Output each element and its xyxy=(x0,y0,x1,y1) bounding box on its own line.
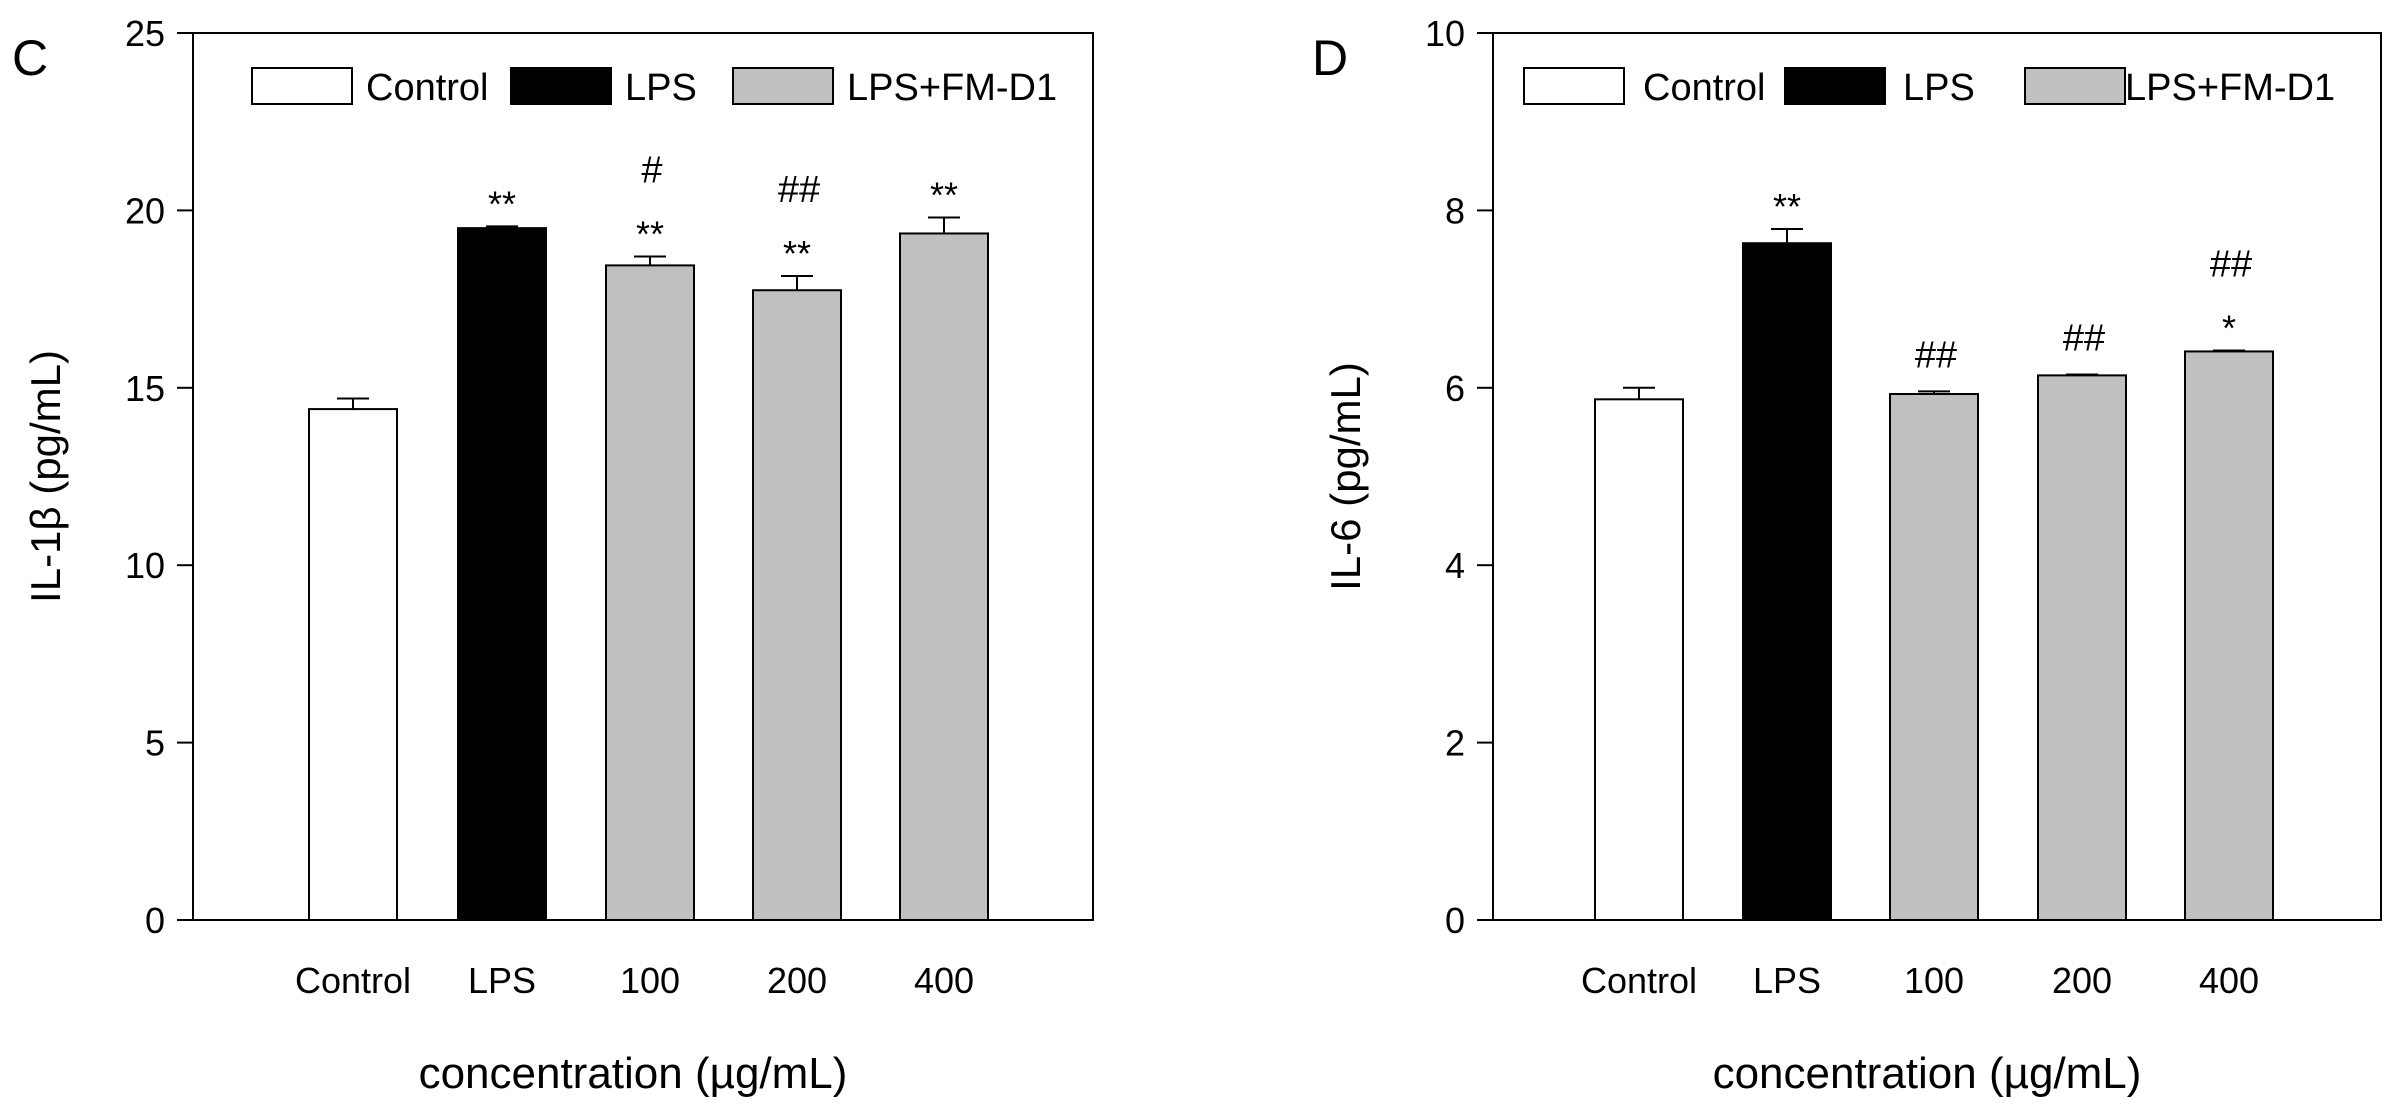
y-tick-label: 2 xyxy=(1445,723,1465,764)
legend-label: Control xyxy=(366,67,489,109)
significance-mark: # xyxy=(641,150,662,192)
bar-200 xyxy=(752,289,842,922)
x-tick-label: 200 xyxy=(767,960,827,1001)
x-tick-label: 100 xyxy=(1904,960,1964,1001)
legend-label: LPS xyxy=(625,67,697,109)
y-axis-label: IL-6 (pg/mL) xyxy=(1322,362,1369,591)
y-tick-label: 10 xyxy=(1425,13,1465,54)
legend-swatch-0 xyxy=(1523,67,1625,105)
legend-label: LPS xyxy=(1903,67,1975,109)
legend-swatch-2 xyxy=(2024,67,2126,105)
significance-mark: ** xyxy=(1773,186,1801,227)
significance-mark: * xyxy=(2222,308,2236,349)
y-tick-label: 10 xyxy=(125,545,165,586)
y-tick-label: 0 xyxy=(1445,900,1465,941)
x-tick-label: LPS xyxy=(1753,960,1821,1001)
legend-swatch-1 xyxy=(1784,67,1886,105)
y-tick-label: 15 xyxy=(125,368,165,409)
x-tick-label: 200 xyxy=(2052,960,2112,1001)
y-tick-label: 20 xyxy=(125,190,165,231)
y-tick-label: 6 xyxy=(1445,368,1465,409)
significance-mark: ** xyxy=(488,183,516,224)
x-axis-label: concentration (µg/mL) xyxy=(419,1049,848,1098)
y-tick-label: 8 xyxy=(1445,190,1465,231)
significance-mark: ** xyxy=(636,214,664,255)
bar-lps xyxy=(457,227,547,921)
bar-control xyxy=(308,408,398,921)
bar-100 xyxy=(605,264,695,922)
legend-label: LPS+FM-D1 xyxy=(847,67,1057,109)
panel-label: D xyxy=(1312,30,1348,86)
x-tick-label: LPS xyxy=(468,960,536,1001)
chart-panel-c: C 0 5 10 15 20 25 IL-1β (pg/mL) concentration (µ… xyxy=(12,13,1094,1098)
x-tick-label: 400 xyxy=(914,960,974,1001)
significance-mark: ** xyxy=(930,174,958,215)
panel-label: C xyxy=(12,30,48,86)
y-tick-label: 25 xyxy=(125,13,165,54)
significance-mark: ** xyxy=(783,233,811,274)
y-tick-label: 4 xyxy=(1445,545,1465,586)
y-tick-label: 5 xyxy=(145,723,165,764)
legend-swatch-2 xyxy=(732,67,834,105)
bar-control xyxy=(1594,398,1684,921)
chart-panel-d: D 0 2 4 6 8 10 IL-6 (pg/mL) concentration (µg/mL… xyxy=(1312,13,2382,1098)
x-tick-label: 400 xyxy=(2199,960,2259,1001)
bar-lps xyxy=(1742,242,1832,921)
significance-mark: ## xyxy=(2063,317,2105,359)
legend-label: LPS+FM-D1 xyxy=(2125,67,2335,109)
significance-mark: ## xyxy=(1915,334,1957,376)
bar-400 xyxy=(2184,350,2274,922)
legend-swatch-1 xyxy=(510,67,612,105)
bar-200 xyxy=(2037,374,2127,921)
x-tick-label: Control xyxy=(295,960,411,1001)
x-tick-label: Control xyxy=(1581,960,1697,1001)
y-tick-label: 0 xyxy=(145,900,165,941)
bar-400 xyxy=(899,232,989,922)
bar-100 xyxy=(1889,393,1979,922)
significance-mark: ## xyxy=(2210,244,2252,286)
legend-label: Control xyxy=(1643,67,1766,109)
significance-mark: ## xyxy=(778,169,820,211)
y-axis-label: IL-1β (pg/mL) xyxy=(22,350,69,603)
x-axis-label: concentration (µg/mL) xyxy=(1713,1049,2142,1098)
x-tick-label: 100 xyxy=(620,960,680,1001)
legend-swatch-0 xyxy=(251,67,353,105)
